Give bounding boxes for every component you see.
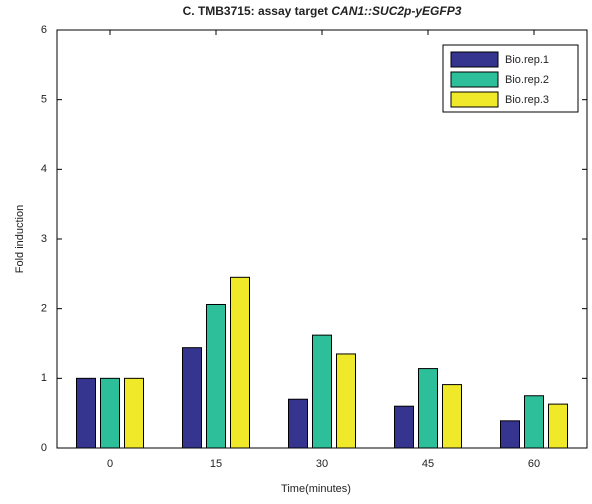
y-axis-label: Fold induction xyxy=(14,205,26,274)
bar xyxy=(206,303,226,449)
legend-label: Bio.rep.1 xyxy=(505,54,549,66)
x-tick-label: 0 xyxy=(107,458,113,470)
y-tick-label: 5 xyxy=(41,94,47,106)
bar xyxy=(548,403,568,449)
bar xyxy=(288,398,308,449)
title-italic: CAN1::SUC2p-yEGFP3 xyxy=(331,4,461,18)
legend-label: Bio.rep.2 xyxy=(505,74,549,86)
y-tick-label: 4 xyxy=(41,163,47,175)
y-tick-label: 3 xyxy=(41,233,47,245)
bar xyxy=(230,276,250,449)
x-tick-label: 30 xyxy=(316,458,328,470)
legend-swatch xyxy=(450,91,499,108)
x-tick-label: 60 xyxy=(528,458,540,470)
legend-label: Bio.rep.3 xyxy=(505,94,549,106)
x-tick-label: 15 xyxy=(210,458,222,470)
bar xyxy=(312,334,332,449)
bar xyxy=(442,384,462,449)
x-axis-label: Time(minutes) xyxy=(281,483,351,495)
legend-swatch xyxy=(450,71,499,88)
y-tick-label: 0 xyxy=(41,442,47,454)
bar xyxy=(524,395,544,449)
bar xyxy=(500,420,520,449)
bar xyxy=(336,353,356,449)
y-tick-label: 1 xyxy=(41,372,47,384)
title-main: C. TMB3715: assay target xyxy=(183,4,328,18)
bar xyxy=(76,377,96,449)
bar xyxy=(394,405,414,449)
bar xyxy=(182,347,202,449)
legend-swatch xyxy=(450,51,499,68)
x-tick-label: 45 xyxy=(422,458,434,470)
y-tick-label: 2 xyxy=(41,303,47,315)
y-tick-label: 6 xyxy=(41,24,47,36)
bar xyxy=(418,368,438,449)
bar xyxy=(124,377,144,449)
bar xyxy=(100,377,120,449)
chart-title: C. TMB3715: assay target CAN1::SUC2p-yEG… xyxy=(183,4,462,18)
